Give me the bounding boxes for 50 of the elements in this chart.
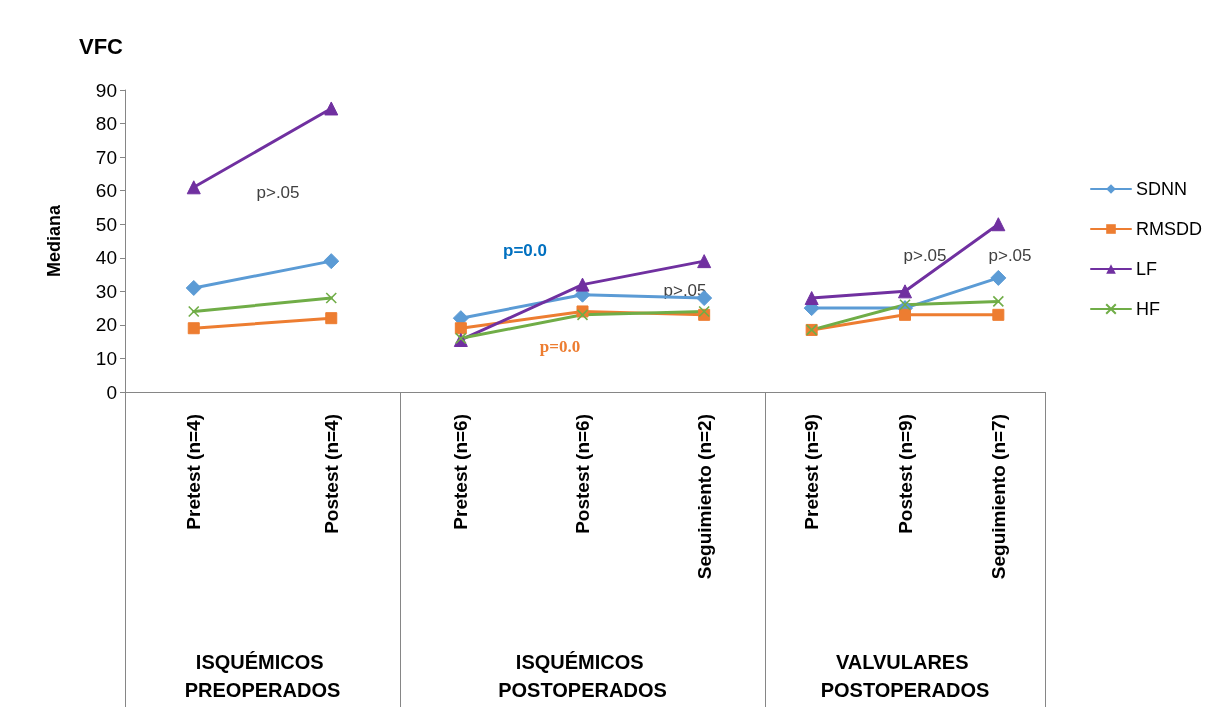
annotation: p=0.0 xyxy=(503,240,547,260)
y-tick-label: 0 xyxy=(106,381,117,403)
point xyxy=(992,295,1005,308)
legend-label: HF xyxy=(1136,299,1160,319)
point xyxy=(898,284,912,299)
annotation: p>.05 xyxy=(903,245,947,265)
x-tick-label: Seguimiento (n=7) xyxy=(987,414,1009,580)
point xyxy=(991,217,1006,232)
y-tick-label: 80 xyxy=(95,113,117,135)
annotation: p>.05 xyxy=(256,182,300,202)
legend-label: SDNN xyxy=(1136,179,1188,199)
point xyxy=(185,279,202,296)
y-tick-label: 50 xyxy=(95,213,117,235)
x-tick-label: Postest (n=4) xyxy=(320,414,342,534)
point xyxy=(990,269,1007,286)
y-tick-label: 90 xyxy=(95,79,117,101)
point xyxy=(899,308,911,321)
point xyxy=(325,312,338,325)
y-axis-title: Mediana xyxy=(44,204,64,278)
x-tick-label: Pretest (n=9) xyxy=(801,414,823,530)
x-tick-label: Postest (n=6) xyxy=(572,414,593,534)
annotation: p>.05 xyxy=(988,245,1032,265)
x-axis-title: VALVULARES POSTOPERADOS xyxy=(820,651,990,701)
point xyxy=(804,291,819,306)
y-tick-label: 30 xyxy=(95,280,117,302)
x-axis-title: ISQUÉMICOS POSTOPERADOS xyxy=(498,651,667,701)
x-tick-label: Pretest (n=6) xyxy=(450,414,472,530)
point xyxy=(899,298,911,311)
point xyxy=(992,308,1005,321)
point xyxy=(323,253,340,270)
x-tick-label: Postest (n=9) xyxy=(894,414,916,534)
point xyxy=(575,277,590,292)
point xyxy=(325,292,338,304)
point xyxy=(454,322,467,335)
y-tick-label: 10 xyxy=(95,347,117,369)
point xyxy=(187,322,200,335)
legend-label: LF xyxy=(1136,259,1158,279)
point xyxy=(187,305,200,318)
legend-label: RMSDD xyxy=(1136,219,1202,239)
x-tick-label: Seguimiento (n=2) xyxy=(693,414,715,580)
annotation: p=0.0 xyxy=(539,336,581,356)
y-tick-label: 40 xyxy=(95,247,117,269)
x-axis-title: ISQUÉMICOS PREOPERADOS xyxy=(184,651,341,701)
point xyxy=(576,309,589,321)
x-tick-label: Pretest (n=4) xyxy=(183,414,205,530)
y-tick-label: 60 xyxy=(95,180,117,202)
chart-title: VFC xyxy=(79,33,124,59)
y-tick-label: 70 xyxy=(95,146,117,168)
point xyxy=(697,254,712,269)
y-tick-label: 20 xyxy=(95,314,117,336)
